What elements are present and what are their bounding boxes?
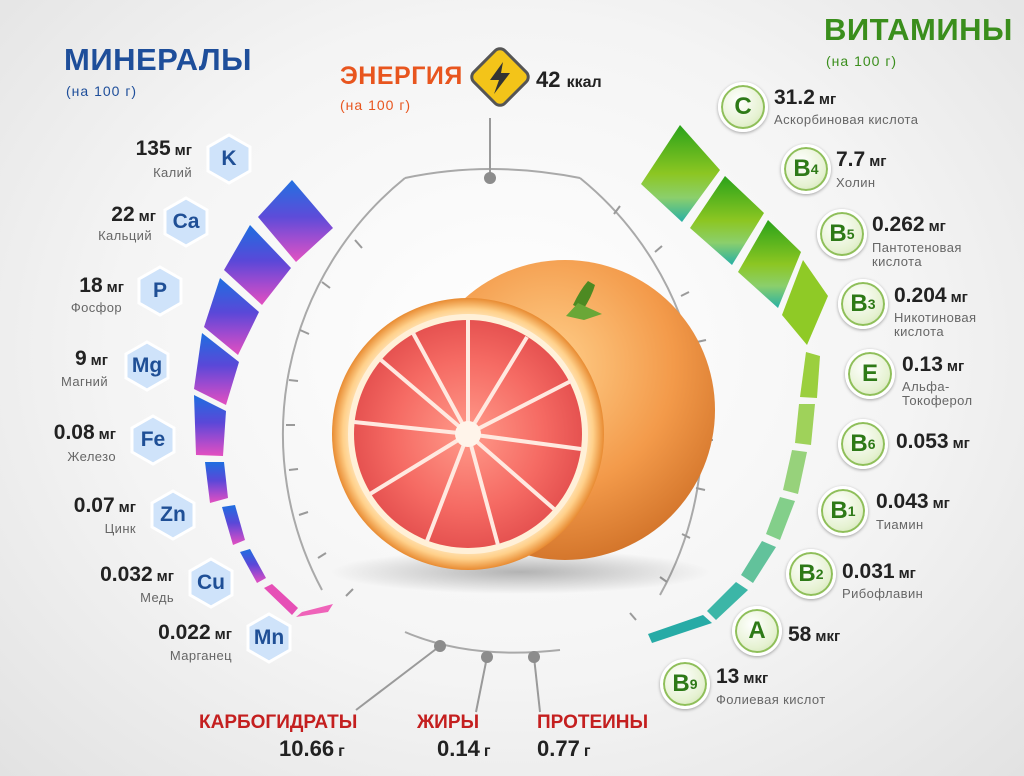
carbs-connector-dot <box>434 640 446 652</box>
mineral-name: Медь <box>140 590 174 605</box>
vitamin-value: 58 мкг <box>788 623 841 646</box>
protein-connector <box>533 656 541 713</box>
vitamin-name-line2: Токоферол <box>902 393 973 408</box>
mineral-value: 22 мг <box>111 203 156 226</box>
mineral-name: Железо <box>67 449 116 464</box>
vitamin-e-icon: E <box>845 349 895 399</box>
vitamin-value: 0.043 мг <box>876 490 950 513</box>
mineral-mn-icon: Mn <box>246 612 292 664</box>
mineral-name: Марганец <box>169 648 232 663</box>
carbs-value: 10.66 г <box>279 736 345 761</box>
mineral-fe-icon: Fe <box>130 414 176 466</box>
energy-value: 42 ккал <box>536 67 602 92</box>
vitamin-value: 0.053 мг <box>896 430 970 453</box>
protein-connector-dot <box>528 651 540 663</box>
mineral-value: 135 мг <box>135 137 192 160</box>
mineral-p-icon: P <box>137 265 183 317</box>
mineral-ca-icon: Ca <box>163 196 209 248</box>
vitamin-name-line2: кислота <box>894 324 944 339</box>
fat-value: 0.14 г <box>437 736 491 761</box>
vitamin-value: 7.7 мг <box>836 148 887 171</box>
bottom-arc <box>404 631 561 654</box>
fat-title: ЖИРЫ <box>417 712 480 733</box>
vitamin-name: Тиамин <box>876 517 924 532</box>
mineral-value: 9 мг <box>74 347 108 370</box>
vitamin-name: Фолиевая кислот <box>716 692 826 707</box>
mineral-value: 0.032 мг <box>100 563 174 586</box>
vitamin-value: 0.204 мг <box>894 284 968 307</box>
vitamins-title: ВИТАМИНЫ <box>824 12 1013 47</box>
vitamin-name: Рибофлавин <box>842 586 924 601</box>
mineral-value: 0.08 мг <box>53 421 116 444</box>
minerals-bar-arc <box>194 180 333 617</box>
mineral-name: Фосфор <box>70 300 122 315</box>
vitamin-c-icon: C <box>718 82 768 132</box>
vitamin-value: 0.262 мг <box>872 213 946 236</box>
top-arc <box>404 168 581 179</box>
energy-connector-dot <box>484 172 496 184</box>
vitamin-name-line2: кислота <box>872 254 922 269</box>
mineral-value: 0.022 мг <box>158 621 232 644</box>
mineral-name: Магний <box>60 374 108 389</box>
protein-value: 0.77 г <box>537 736 591 761</box>
vitamin-value: 0.13 мг <box>902 353 965 376</box>
vitamin-a-icon: A <box>732 606 782 656</box>
vitamin-value: 0.031 мг <box>842 560 916 583</box>
lightning-icon <box>470 47 530 107</box>
vitamin-name: Аскорбиновая кислота <box>774 112 919 127</box>
minerals-title: МИНЕРАЛЫ <box>64 42 252 77</box>
half-grapefruit <box>332 298 604 570</box>
vitamin-name: Альфа- <box>902 379 950 394</box>
mineral-name: Кальций <box>98 228 152 243</box>
vitamin-name: Никотиновая <box>894 310 977 325</box>
protein-title: ПРОТЕИНЫ <box>537 712 649 733</box>
mineral-cu-icon: Cu <box>188 557 234 609</box>
mineral-zn-icon: Zn <box>150 489 196 541</box>
left-outer-arc <box>281 177 406 591</box>
fat-connector <box>475 656 488 713</box>
mineral-value: 0.07 мг <box>73 494 136 517</box>
vitamins-bar-arc <box>641 125 828 643</box>
left-ticks <box>286 239 363 597</box>
stem-leaf <box>566 303 602 320</box>
vitamins-subtitle: (на 100 г) <box>826 53 898 69</box>
energy-subtitle: (на 100 г) <box>340 97 412 113</box>
mineral-mg-icon: Mg <box>124 340 170 392</box>
carbs-connector <box>355 645 441 711</box>
vitamin-name: Холин <box>836 175 876 190</box>
mineral-value: 18 мг <box>79 274 124 297</box>
stem <box>573 281 595 310</box>
vitamin-name: Пантотеновая <box>872 240 962 255</box>
mineral-name: Калий <box>153 165 192 180</box>
mineral-name: Цинк <box>104 521 136 536</box>
vitamin-value: 13 мкг <box>716 665 769 688</box>
minerals-subtitle: (на 100 г) <box>66 83 138 99</box>
vitamin-value: 31.2 мг <box>774 86 837 109</box>
mineral-k-icon: K <box>206 133 252 185</box>
fat-connector-dot <box>481 651 493 663</box>
carbs-title: КАРБОГИДРАТЫ <box>199 712 358 733</box>
energy-title: ЭНЕРГИЯ <box>340 62 463 90</box>
